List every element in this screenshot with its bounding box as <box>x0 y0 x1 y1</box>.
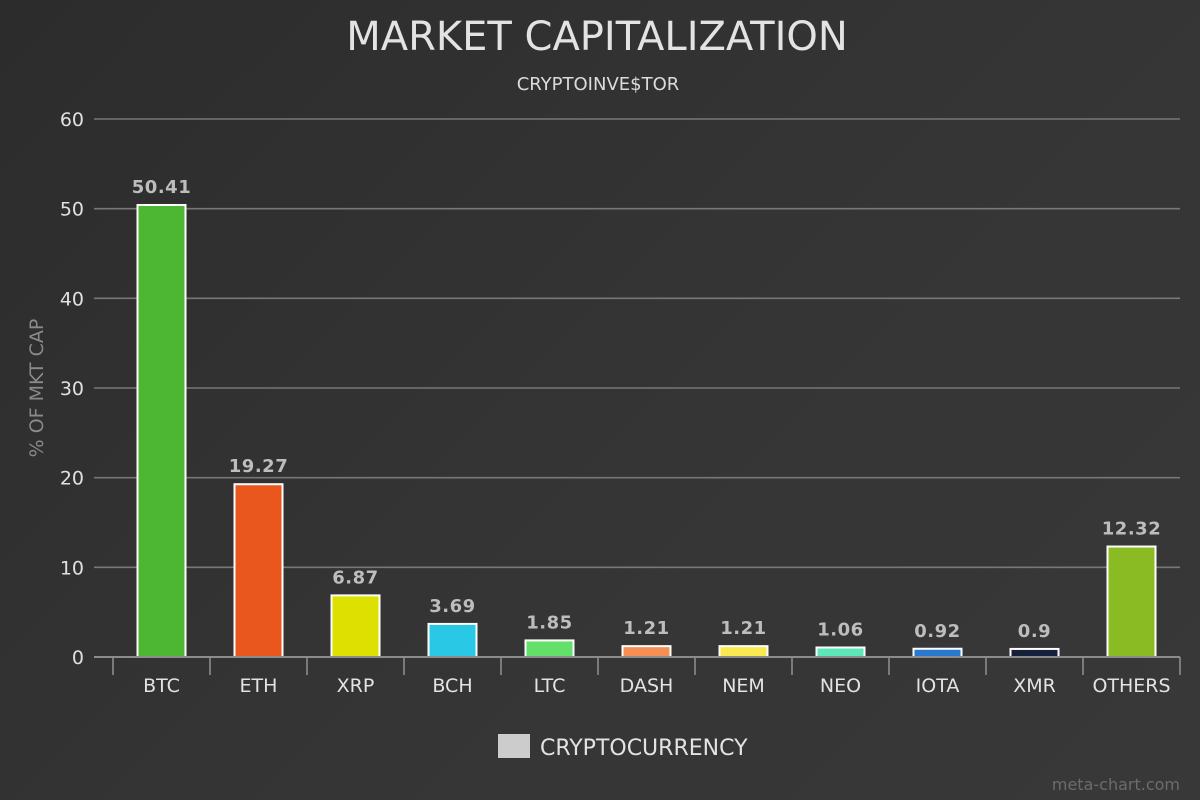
x-tick-label-eth: ETH <box>240 675 278 697</box>
bars: 50.41 19.27 6.87 3.69 1.85 1.21 1.21 1.06 0.92 0.… <box>132 177 1161 659</box>
x-tick-label-others: OTHERS <box>1092 675 1170 697</box>
chart-subtitle: CRYPTOINVE$TOR <box>517 74 680 95</box>
data-label-eth: 19.27 <box>229 456 288 477</box>
y-tick-label: 40 <box>60 288 84 310</box>
bar-dash <box>621 645 672 658</box>
legend-swatch <box>498 734 530 758</box>
x-tick-label-xrp: XRP <box>337 675 375 697</box>
gridlines <box>94 118 1180 569</box>
x-tick-label-neo: NEO <box>820 675 861 697</box>
y-tick-label: 30 <box>60 378 84 400</box>
y-tick-label: 0 <box>72 647 84 669</box>
data-label-bch: 3.69 <box>429 596 475 617</box>
data-label-nem: 1.21 <box>720 618 766 639</box>
bar-btc <box>136 203 187 658</box>
legend: CRYPTOCURRENCY <box>498 734 748 761</box>
x-tick-label-iota: IOTA <box>916 675 960 697</box>
bar-bch <box>427 622 478 659</box>
data-label-others: 12.32 <box>1102 519 1161 540</box>
bar-ltc <box>524 639 575 659</box>
x-tick-label-xmr: XMR <box>1013 675 1056 697</box>
y-tick-label: 50 <box>60 199 84 221</box>
data-label-ltc: 1.85 <box>526 612 572 633</box>
data-label-btc: 50.41 <box>132 177 191 198</box>
y-axis-label: % OF MKT CAP <box>26 319 48 458</box>
x-axis: BTC ETH XRP BCH LTC DASH NEM NEO IOTA XMR OTHERS <box>94 656 1181 697</box>
x-tick-label-btc: BTC <box>143 675 180 697</box>
watermark: meta-chart.com <box>1052 775 1180 794</box>
y-tick-label: 20 <box>60 468 84 490</box>
bar-xmr <box>1009 647 1060 658</box>
legend-label-cryptocurrency: CRYPTOCURRENCY <box>540 736 748 761</box>
x-tick-label-ltc: LTC <box>534 675 566 697</box>
y-tick-label: 60 <box>60 109 84 131</box>
bar-nem <box>718 645 769 658</box>
data-label-xrp: 6.87 <box>332 567 378 588</box>
bar-others <box>1106 545 1157 658</box>
data-label-neo: 1.06 <box>817 619 863 640</box>
bar-eth <box>233 483 284 659</box>
bar-xrp <box>330 594 381 658</box>
x-tick-label-dash: DASH <box>620 675 674 697</box>
data-label-dash: 1.21 <box>623 618 669 639</box>
data-label-iota: 0.92 <box>914 621 960 642</box>
y-tick-label: 10 <box>60 557 84 579</box>
x-tick-label-bch: BCH <box>432 675 472 697</box>
data-label-xmr: 0.9 <box>1018 621 1051 642</box>
y-axis-ticks: 0 10 20 30 40 50 60 <box>60 109 84 669</box>
bar-iota <box>912 647 963 659</box>
chart-title: MARKET CAPITALIZATION <box>346 14 848 60</box>
x-tick-label-nem: NEM <box>722 675 765 697</box>
bar-neo <box>815 646 866 659</box>
